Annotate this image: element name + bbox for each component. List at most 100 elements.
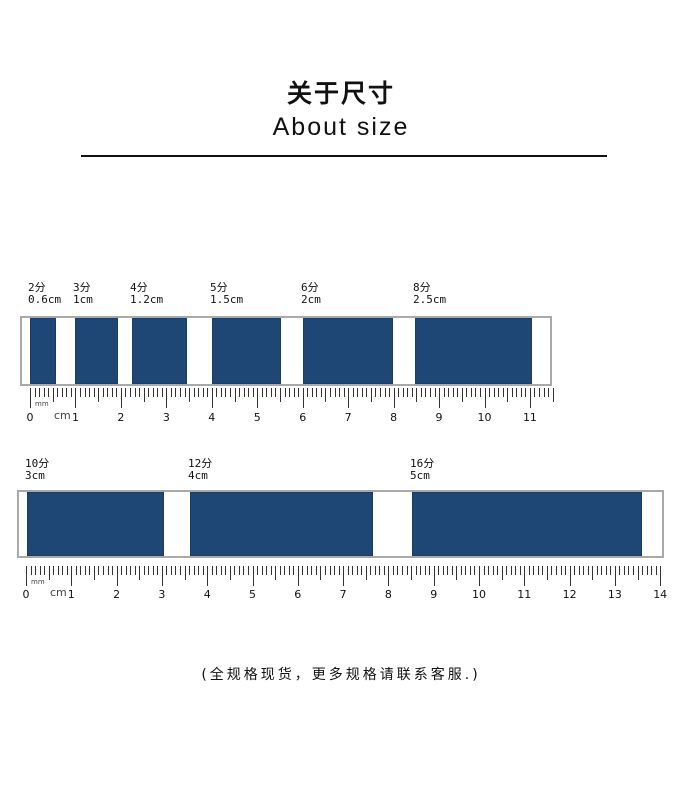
- ruler-tick: [71, 566, 73, 586]
- ruler-tick: [166, 566, 168, 575]
- ruler-tick: [75, 566, 77, 575]
- ruler-tick: [596, 566, 598, 575]
- ribbon-sample: [132, 318, 187, 384]
- ruler-tick: [70, 388, 72, 397]
- ruler-tick: [121, 566, 123, 575]
- ruler-tick: [248, 388, 250, 397]
- ruler-tick: [389, 388, 391, 397]
- title-divider: [81, 155, 607, 157]
- ruler-tick: [334, 388, 336, 397]
- ruler-tick: [442, 566, 444, 575]
- ruler-tick: [103, 566, 104, 575]
- ruler-tick: [216, 566, 218, 575]
- ruler-tick: [347, 566, 349, 575]
- ruler-tick: [166, 388, 168, 408]
- ruler-tick: [533, 566, 535, 575]
- ruler-tick: [325, 388, 327, 402]
- ruler-tick: [302, 388, 304, 408]
- ribbon-size-label: 16分 5cm: [410, 458, 434, 482]
- ruler-tick: [229, 566, 231, 580]
- cm-label: 5cm: [410, 469, 430, 482]
- ruler-number: 11: [522, 411, 537, 424]
- ruler-tick: [329, 566, 331, 575]
- ribbon-sample: [303, 318, 393, 384]
- ruler-tick: [220, 566, 222, 575]
- ruler-tick: [334, 566, 336, 575]
- ruler-tick: [302, 566, 304, 575]
- ruler-tick: [216, 388, 218, 397]
- ruler-tick: [257, 566, 259, 575]
- ruler-tick: [352, 388, 354, 397]
- ruler-tick: [125, 566, 127, 575]
- ruler-number: 5: [253, 411, 261, 424]
- ribbon-size-label: 2分 0.6cm: [28, 282, 61, 306]
- cm-label: 4cm: [188, 469, 208, 482]
- ruler-tick: [537, 566, 539, 575]
- ruler-number: 4: [208, 411, 216, 424]
- ruler-unit-cm: cm: [50, 586, 67, 599]
- ruler-tick: [493, 388, 495, 397]
- ruler-number: 1: [67, 588, 75, 601]
- ruler-tick: [605, 566, 607, 575]
- cm-label: 2cm: [301, 293, 321, 306]
- ruler-tick: [189, 388, 191, 402]
- ruler-tick: [488, 566, 490, 575]
- ruler-tick: [525, 388, 527, 397]
- ruler-tick: [293, 566, 295, 575]
- ruler-tick: [297, 566, 299, 586]
- ruler-tick: [516, 388, 518, 397]
- ruler-tick: [284, 388, 286, 397]
- ruler-number: 10: [472, 588, 486, 601]
- ruler-tick: [107, 566, 109, 575]
- ruler-tick: [57, 566, 59, 575]
- ruler-tick: [637, 566, 639, 580]
- ruler-tick: [311, 388, 313, 397]
- ruler-tick: [93, 566, 95, 580]
- ruler-tick: [62, 566, 64, 575]
- ruler-tick: [234, 566, 236, 575]
- ruler-tick: [239, 388, 241, 397]
- ruler-tick: [420, 566, 422, 575]
- ruler-tick: [270, 388, 272, 397]
- ruler-tick: [48, 566, 50, 580]
- ruler-tick: [175, 566, 177, 575]
- ruler-tick: [529, 388, 531, 408]
- ruler-tick: [129, 388, 131, 397]
- ruler-tick: [642, 566, 644, 575]
- ruler-tick: [534, 388, 536, 397]
- ruler-tick: [34, 388, 36, 397]
- ruler-tick: [484, 388, 486, 408]
- ruler-tick: [44, 566, 46, 575]
- fen-label: 10分: [25, 457, 50, 470]
- ruler-tick: [388, 566, 390, 586]
- ruler-tick: [610, 566, 612, 575]
- ruler-tick: [102, 388, 104, 397]
- ruler-tick: [366, 388, 368, 397]
- ruler-tick: [53, 566, 55, 575]
- ruler-tick: [379, 566, 381, 575]
- ruler-tick: [352, 566, 354, 575]
- ribbon-size-label: 6分 2cm: [301, 282, 321, 306]
- title-chinese: 关于尺寸: [286, 79, 395, 108]
- ruler-tick: [592, 566, 594, 580]
- ruler-tick: [515, 566, 517, 575]
- ruler-tick: [356, 566, 358, 575]
- ruler-tick: [143, 566, 145, 575]
- ribbon-size-label: 10分 3cm: [25, 458, 49, 482]
- ruler-number: 2: [113, 588, 121, 601]
- ruler-tick: [434, 388, 436, 397]
- ruler-tick: [433, 566, 435, 586]
- ruler-tick: [461, 388, 463, 402]
- ruler-tick: [587, 566, 589, 575]
- ruler-tick: [393, 388, 395, 408]
- ruler-tick: [134, 388, 136, 397]
- ruler-tick: [524, 566, 526, 586]
- ruler-number: 12: [562, 588, 577, 601]
- ruler-number: 7: [344, 411, 352, 424]
- ruler-tick: [465, 566, 467, 575]
- ruler-tick: [474, 566, 476, 575]
- ruler-tick: [75, 388, 77, 408]
- ruler-tick: [252, 388, 254, 397]
- ruler-tick: [61, 388, 63, 397]
- ruler-number: 6: [299, 411, 307, 424]
